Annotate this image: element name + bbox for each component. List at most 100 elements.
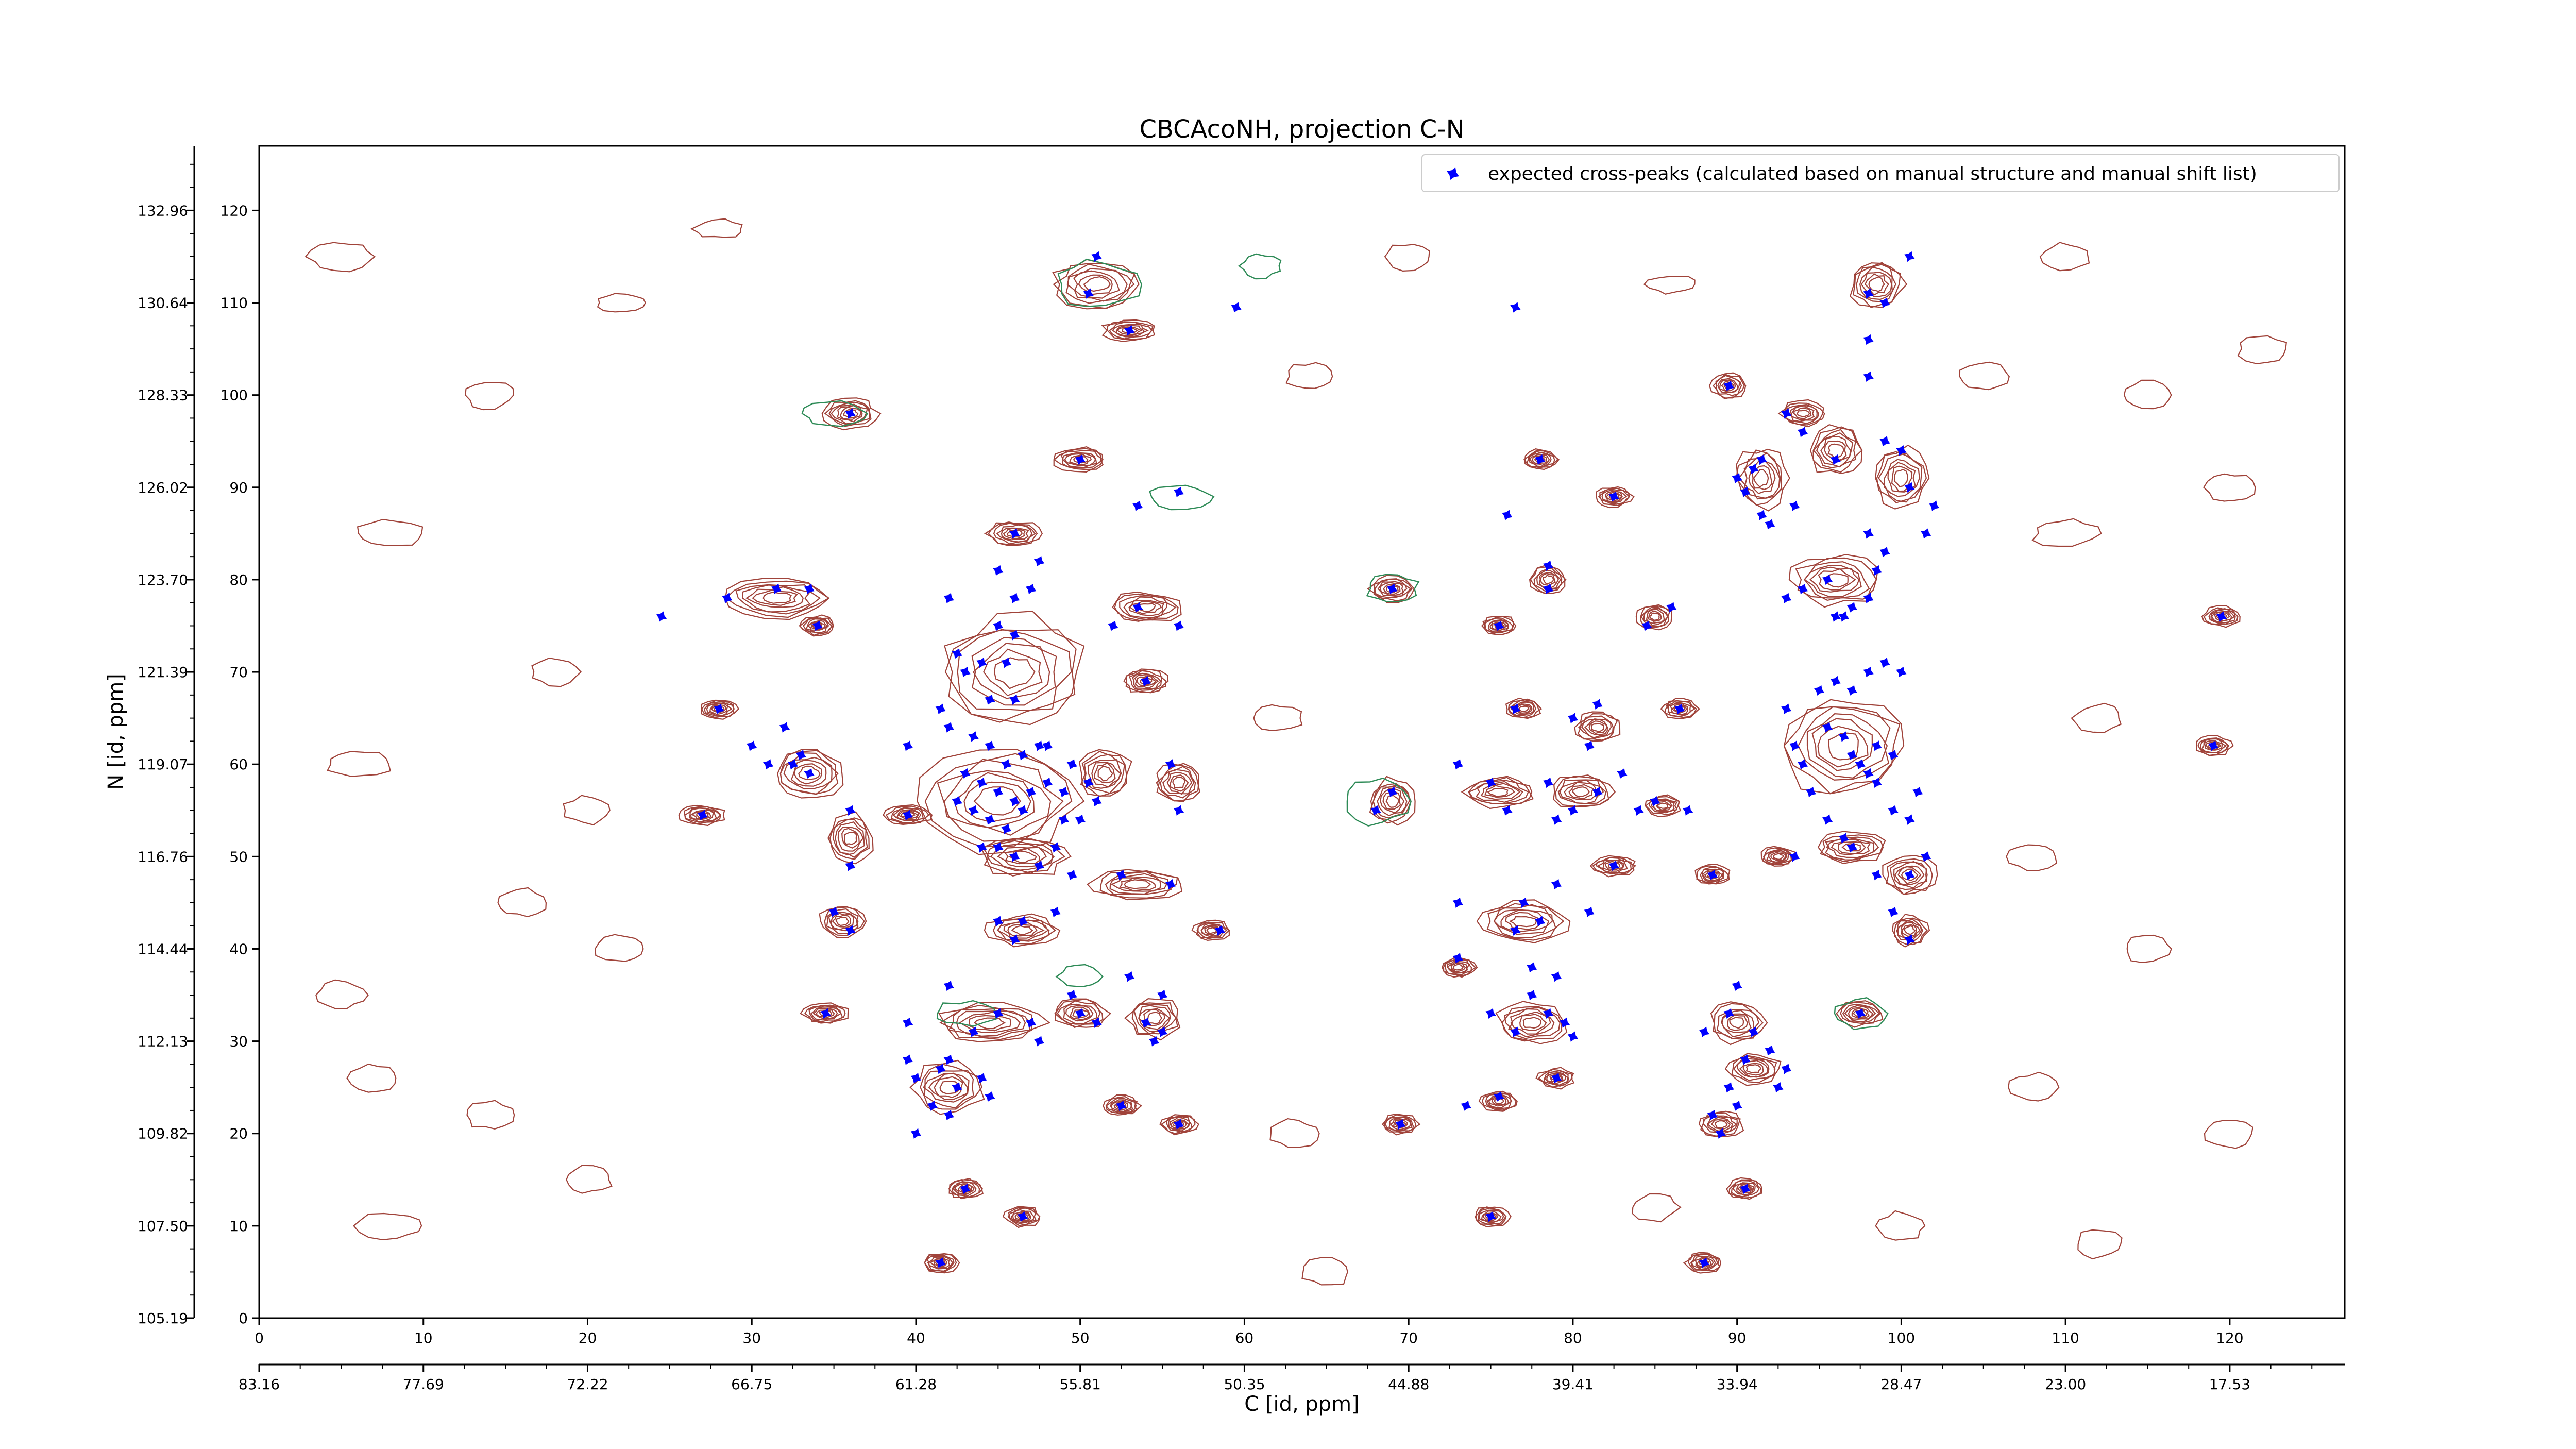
legend: expected cross-peaks (calculated based o… bbox=[1421, 154, 2340, 192]
cross-peak-layer bbox=[656, 251, 2227, 1268]
peak-contour bbox=[1083, 276, 1111, 292]
peak-contour bbox=[1897, 866, 1922, 884]
peak-contour bbox=[1475, 1206, 1507, 1226]
peak-contour bbox=[783, 756, 833, 790]
peak-contour bbox=[1091, 762, 1121, 788]
plot-frame bbox=[258, 145, 2346, 1319]
peak-contour bbox=[1097, 765, 1113, 782]
peak-contour bbox=[1206, 927, 1217, 934]
peak-contour bbox=[1528, 452, 1552, 467]
peak-contour bbox=[996, 919, 1049, 941]
peak-contour bbox=[892, 807, 922, 821]
cross-peak-point bbox=[1888, 906, 1899, 917]
y-tick-label: 30 bbox=[229, 1033, 248, 1050]
peak-contour bbox=[1138, 1008, 1171, 1030]
cross-peak-point bbox=[1535, 916, 1546, 926]
cross-peak-point bbox=[1740, 1184, 1751, 1194]
peak-contour bbox=[1743, 457, 1781, 500]
cross-peak-point bbox=[1494, 620, 1504, 631]
peak-contour bbox=[1816, 432, 1854, 468]
cross-peak-point bbox=[845, 805, 856, 816]
peak-contour bbox=[1382, 791, 1401, 810]
cross-peak-point bbox=[1740, 1054, 1751, 1065]
noise-contour bbox=[2202, 473, 2256, 502]
cross-peak-point bbox=[1387, 786, 1398, 798]
noise-contour bbox=[1384, 244, 1430, 272]
peak-contour bbox=[1716, 1008, 1759, 1039]
peak-contour bbox=[1535, 1067, 1575, 1090]
noise-contour bbox=[1875, 1210, 1926, 1241]
noise-contour bbox=[2039, 242, 2090, 272]
cross-peak-point bbox=[1058, 786, 1069, 798]
peak-contour bbox=[1204, 925, 1221, 935]
peak-contour bbox=[1445, 958, 1472, 976]
cross-peak-point bbox=[1510, 302, 1521, 313]
cross-peak-point bbox=[1173, 620, 1184, 631]
cross-peak-point bbox=[1798, 427, 1808, 437]
cross-peak-point bbox=[1214, 925, 1225, 936]
cross-peak-point bbox=[1001, 658, 1012, 668]
peak-contour bbox=[1707, 1117, 1734, 1132]
cross-peak-point bbox=[1584, 906, 1595, 917]
peak-contour bbox=[984, 522, 1043, 546]
peak-contour bbox=[1070, 1006, 1091, 1020]
peak-contour bbox=[1002, 1206, 1041, 1228]
cross-peak-point bbox=[722, 593, 733, 603]
cross-peak-point bbox=[910, 1128, 922, 1139]
peak-contour bbox=[1827, 443, 1844, 459]
y-ppm-tick-label: 132.96 bbox=[138, 202, 188, 219]
peak-contour bbox=[909, 1059, 985, 1115]
cross-peak-point bbox=[1846, 842, 1857, 853]
noise-contour bbox=[357, 518, 423, 546]
peak-contour bbox=[1598, 488, 1630, 505]
cross-peak-point bbox=[943, 1109, 954, 1120]
noise-contour bbox=[353, 1212, 422, 1241]
peak-contour bbox=[897, 810, 919, 820]
cross-peak-point bbox=[943, 593, 954, 603]
y-ppm-tick-label: 126.02 bbox=[138, 479, 188, 496]
x-axis: 0 10 20 30 40 50 60 70 80 90 100 110 120 bbox=[255, 1318, 2244, 1346]
cross-peak-point bbox=[1781, 1064, 1792, 1074]
peak-contour bbox=[1014, 1212, 1030, 1221]
y-ppm-tick-label: 114.44 bbox=[138, 940, 188, 957]
peak-contour bbox=[1901, 868, 1919, 881]
cross-peak-point bbox=[1535, 454, 1546, 465]
cross-peak-point bbox=[1025, 786, 1037, 798]
cross-peak-point bbox=[1846, 750, 1857, 761]
cross-peak-point bbox=[1879, 658, 1890, 668]
peak-contour bbox=[973, 1017, 1006, 1030]
peak-contour bbox=[1844, 1005, 1876, 1022]
noise-contour bbox=[304, 242, 376, 273]
peak-contour bbox=[824, 400, 872, 427]
cross-peak-point bbox=[1116, 870, 1127, 881]
peak-contour bbox=[1501, 1006, 1563, 1042]
cross-peak-point bbox=[1543, 777, 1554, 788]
peak-contour bbox=[1848, 1006, 1874, 1020]
peak-contour bbox=[1110, 1100, 1132, 1113]
peak-contour bbox=[1196, 921, 1230, 939]
x-ppm-tick-label: 77.69 bbox=[403, 1376, 444, 1393]
cross-peak-point bbox=[1773, 1082, 1784, 1093]
cross-peak-point bbox=[1173, 486, 1184, 497]
cross-peak-point bbox=[1904, 934, 1915, 945]
peak-contour bbox=[1671, 704, 1687, 713]
peak-contour bbox=[1719, 379, 1739, 393]
x-ppm-tick-label: 55.81 bbox=[1060, 1376, 1101, 1393]
peak-contour bbox=[1543, 575, 1554, 585]
cross-peak-point bbox=[1723, 1008, 1734, 1019]
cross-peak-point bbox=[1050, 906, 1061, 917]
peak-contour bbox=[1868, 276, 1885, 292]
cross-peak-point bbox=[1838, 731, 1849, 742]
cross-peak-point bbox=[1781, 408, 1792, 419]
peak-contour bbox=[793, 763, 822, 785]
peak-contour bbox=[1143, 1009, 1165, 1026]
cross-peak-point bbox=[1855, 759, 1866, 770]
peak-contour bbox=[1727, 1014, 1748, 1031]
x-ppm-tick-label: 83.16 bbox=[239, 1376, 280, 1393]
cross-peak-point bbox=[968, 1026, 979, 1037]
peak-contour bbox=[1113, 1101, 1129, 1111]
peak-contour bbox=[1169, 774, 1189, 792]
peak-contour bbox=[805, 618, 829, 634]
cross-peak-point bbox=[1888, 750, 1899, 761]
peak-contour bbox=[1533, 567, 1563, 592]
